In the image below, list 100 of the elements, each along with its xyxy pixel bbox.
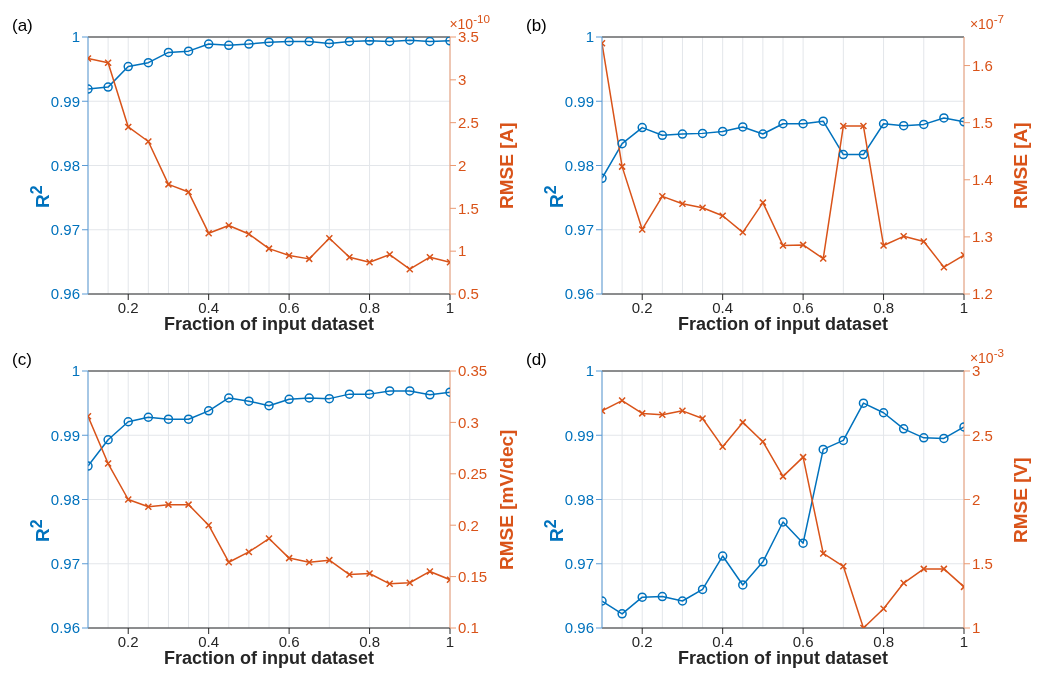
point (163, 47, 174, 58)
y2-tick-label: 1 (458, 242, 467, 260)
x-tick-label: 0.8 (359, 298, 380, 316)
y-tick-label: 1 (585, 362, 594, 380)
point (264, 37, 274, 47)
point (717, 126, 728, 137)
text: ×10$^{-7}$ (969, 12, 1004, 32)
point (324, 393, 335, 404)
point (858, 398, 869, 408)
x-tick-label: 0.4 (198, 632, 220, 650)
point (285, 554, 293, 562)
point (878, 118, 889, 129)
point (345, 570, 354, 579)
y2-tick-label: 0.3 (458, 413, 479, 431)
y2-tick-label: 2.5 (458, 113, 479, 131)
point (879, 241, 888, 250)
point (304, 37, 314, 47)
point (858, 149, 869, 160)
y-tick-label: 0.98 (50, 156, 80, 174)
point (919, 119, 929, 130)
point (203, 406, 214, 416)
y2-axis-title: RMSE [mV/dec] (496, 428, 518, 573)
y2-tick-label: 1.5 (972, 113, 993, 131)
point (637, 122, 647, 133)
y2-tick-label: 2 (458, 156, 467, 174)
point (939, 113, 949, 123)
y2-tick-label: 0.1 (458, 619, 479, 637)
point (123, 417, 133, 427)
point (617, 609, 627, 619)
y-tick-label: 1 (585, 28, 594, 46)
y-tick-label: 0.96 (50, 285, 80, 303)
point (324, 38, 335, 49)
point (798, 538, 808, 548)
point (657, 591, 668, 602)
point (657, 130, 668, 141)
y-tick-label: 0.97 (564, 221, 594, 239)
point (839, 562, 848, 571)
point (244, 396, 254, 406)
y2-tick-label: 0.2 (458, 516, 479, 534)
x-tick-label: 1 (959, 632, 969, 650)
y2-tick-label: 0.25 (458, 465, 488, 483)
y2-tick-label: 1.4 (972, 171, 993, 189)
point (940, 565, 948, 573)
point (425, 37, 435, 47)
point (658, 192, 667, 201)
point (838, 435, 849, 446)
point (717, 551, 728, 561)
point (384, 37, 395, 47)
point (344, 37, 355, 47)
point (304, 393, 314, 403)
point (163, 414, 174, 424)
point (738, 122, 748, 132)
point (284, 394, 294, 405)
y2-tick-label: 0.5 (458, 285, 479, 303)
point (203, 39, 214, 49)
point (364, 389, 375, 399)
y-tick-label: 0.98 (564, 490, 594, 508)
y2-tick-label: 0.35 (458, 362, 488, 380)
point (364, 37, 375, 46)
point (697, 584, 708, 595)
point (778, 118, 788, 129)
y2-tick-label: 2 (972, 490, 981, 508)
x-tick-label: 0.2 (631, 298, 653, 316)
x-tick-label: 0.4 (712, 298, 734, 316)
x-tick-label: 0.4 (712, 632, 734, 650)
point (245, 548, 253, 556)
point (818, 444, 828, 455)
y2-axis-title: RMSE [V] (1010, 456, 1032, 545)
y-tick-label: 0.96 (564, 619, 594, 637)
point (103, 435, 113, 445)
y2-tick-label: 0.15 (458, 567, 488, 585)
y2-tick-label: 1.5 (972, 555, 993, 573)
x-axis-title: Fraction of input dataset (163, 648, 375, 669)
point (698, 414, 707, 423)
point (677, 596, 688, 606)
y-tick-label: 0.98 (50, 490, 80, 508)
point (617, 138, 627, 149)
point (344, 389, 355, 399)
y-tick-label: 0.97 (50, 221, 80, 239)
y-tick-label: 0.97 (50, 555, 80, 573)
y-tick-label: 0.97 (564, 555, 594, 573)
point (385, 250, 394, 259)
point (103, 82, 113, 92)
point (798, 118, 808, 129)
x-tick-label: 0.2 (117, 298, 139, 316)
point (405, 386, 415, 396)
x-tick-label: 0.8 (873, 632, 894, 650)
point (405, 37, 415, 45)
x-tick-label: 0.4 (198, 298, 220, 316)
point (677, 129, 688, 139)
y2-tick-label: 1 (972, 619, 981, 637)
chart-title: (c) (12, 350, 32, 370)
point (939, 433, 949, 444)
x-tick-label: 0.8 (873, 298, 894, 316)
point (898, 424, 909, 434)
point (183, 46, 194, 56)
x-tick-label: 0.6 (278, 298, 300, 316)
point (898, 120, 909, 131)
point (224, 40, 234, 51)
y-tick-label: 1 (71, 362, 80, 380)
